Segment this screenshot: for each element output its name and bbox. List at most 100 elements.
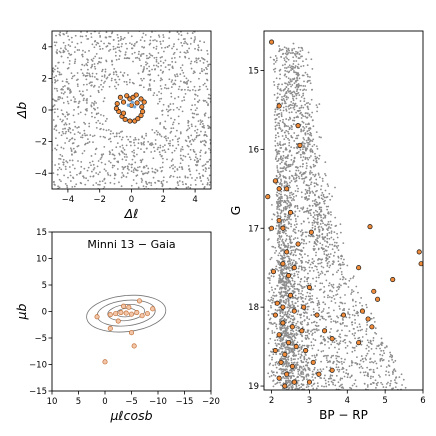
field-star-point	[286, 234, 288, 237]
field-star-point	[154, 181, 156, 184]
field-star-point	[160, 170, 163, 173]
field-star-point	[206, 177, 209, 179]
field-star-point	[385, 370, 388, 373]
field-star-point	[190, 143, 193, 146]
field-star-point	[355, 304, 357, 307]
field-star-point	[142, 70, 145, 72]
field-star-point	[393, 379, 396, 381]
field-star-point	[207, 124, 209, 127]
field-star-point	[100, 156, 103, 159]
field-star-point	[279, 170, 282, 173]
field-star-point	[191, 125, 193, 128]
field-star-point	[211, 83, 213, 85]
field-star-point	[315, 265, 318, 268]
field-star-point	[161, 184, 164, 187]
field-star-point	[197, 159, 200, 162]
field-star-point	[326, 237, 329, 240]
field-star-point	[90, 66, 93, 69]
field-star-point	[326, 183, 329, 186]
field-star-point	[278, 274, 281, 277]
field-star-point	[55, 87, 58, 90]
field-star-point	[126, 172, 129, 175]
field-stars-layer	[52, 31, 215, 189]
field-star-point	[311, 334, 314, 336]
field-star-point	[284, 213, 287, 216]
field-star-point	[348, 308, 350, 311]
field-star-point	[90, 84, 93, 87]
field-star-point	[114, 54, 117, 57]
field-star-point	[384, 346, 386, 349]
field-star-point	[332, 379, 335, 382]
field-star-point	[350, 291, 353, 294]
field-star-point	[372, 316, 375, 319]
field-star-point	[314, 227, 317, 230]
field-star-point	[282, 269, 285, 271]
field-star-point	[302, 383, 305, 386]
field-star-point	[105, 77, 108, 80]
field-star-point	[171, 57, 173, 60]
field-star-point	[303, 344, 306, 347]
field-star-point	[290, 92, 293, 95]
field-star-point	[296, 390, 298, 392]
field-star-point	[206, 183, 209, 186]
field-star-point	[364, 357, 367, 360]
field-star-point	[289, 186, 291, 189]
field-star-point	[66, 184, 68, 187]
field-star-point	[68, 166, 71, 168]
field-star-point	[282, 109, 285, 112]
field-star-point	[86, 74, 89, 77]
field-star-point	[308, 129, 310, 132]
field-star-point	[54, 108, 56, 110]
field-star-point	[159, 144, 162, 147]
field-star-point	[346, 264, 349, 267]
field-star-point	[284, 147, 287, 149]
field-star-point	[312, 211, 315, 214]
field-star-point	[123, 166, 125, 169]
field-star-point	[304, 334, 307, 337]
x-tick-label: −20	[202, 397, 220, 407]
field-star-point	[300, 46, 303, 49]
field-star-point	[55, 34, 57, 37]
field-star-point	[76, 126, 79, 129]
field-star-point	[157, 180, 160, 182]
field-star-point	[68, 60, 71, 62]
field-star-point	[66, 118, 69, 120]
field-star-point	[288, 375, 291, 378]
field-star-point	[317, 259, 319, 261]
field-star-point	[292, 42, 295, 45]
field-star-point	[280, 195, 283, 198]
field-star-point	[148, 65, 151, 68]
field-star-point	[336, 286, 339, 289]
field-star-point	[371, 360, 373, 363]
field-star-point	[122, 147, 125, 149]
field-star-point	[148, 83, 151, 86]
field-star-point	[148, 43, 151, 46]
field-star-point	[213, 114, 215, 116]
field-star-point	[154, 68, 157, 70]
field-star-point	[300, 268, 303, 271]
field-star-point	[293, 339, 296, 342]
field-star-point	[317, 276, 320, 279]
field-star-point	[109, 174, 112, 177]
field-star-point	[282, 209, 285, 212]
field-star-point	[400, 373, 403, 376]
field-star-point	[306, 189, 309, 192]
field-star-point	[81, 55, 84, 58]
field-star-point	[287, 89, 289, 92]
field-star-point	[68, 113, 70, 116]
field-star-point	[112, 73, 115, 76]
field-star-point	[285, 278, 288, 281]
member-point	[141, 99, 147, 105]
field-star-point	[159, 79, 162, 82]
field-star-point	[300, 96, 303, 98]
field-star-point	[194, 179, 197, 182]
field-star-point	[289, 149, 291, 152]
field-star-point	[98, 45, 101, 48]
field-star-point	[330, 356, 333, 359]
field-star-point	[305, 195, 308, 198]
field-star-point	[288, 70, 291, 73]
field-star-point	[319, 223, 322, 225]
field-star-point	[320, 185, 323, 187]
field-star-point	[176, 182, 179, 184]
field-star-point	[155, 117, 157, 120]
